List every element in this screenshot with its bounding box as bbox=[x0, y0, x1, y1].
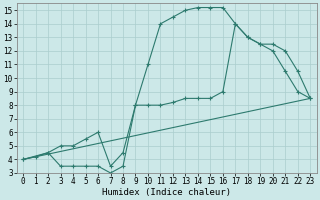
X-axis label: Humidex (Indice chaleur): Humidex (Indice chaleur) bbox=[102, 188, 231, 197]
